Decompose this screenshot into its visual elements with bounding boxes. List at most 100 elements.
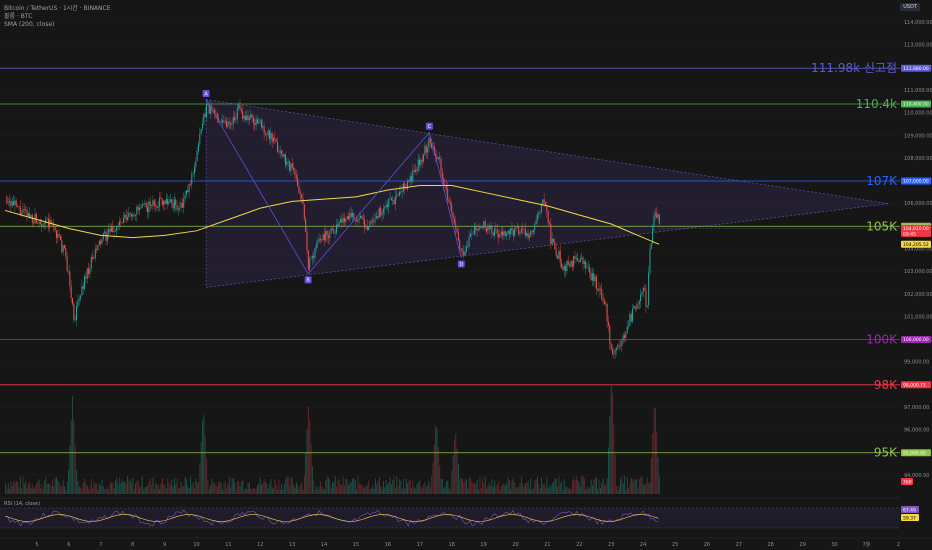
candle-body (376, 215, 378, 219)
level-labels: 111.98k 신고점 110.4k 107K 105K 100K 98K 95K (811, 61, 898, 459)
candle-body (609, 325, 611, 344)
candle-body (156, 205, 158, 208)
time-axis[interactable]: 5 6 7 8 9 10 11 12 13 14 15 16 17 18 19 20 21 22 23 24 25 26 2… (0, 537, 932, 548)
rsi-badge (901, 506, 919, 513)
volume-bar (230, 487, 232, 494)
volume-bar (14, 483, 16, 494)
volume-bar (345, 478, 347, 494)
candle-body (393, 199, 395, 204)
candle-body (441, 172, 443, 179)
candle-body (492, 233, 494, 236)
volume-bar (76, 469, 78, 494)
volume-bar (290, 477, 292, 494)
candle-body (428, 138, 430, 148)
candle-body (638, 301, 640, 305)
candle-body (445, 185, 447, 189)
volume-bar (94, 484, 96, 494)
harmonic-pattern: A B C D (202, 89, 465, 284)
volume-bar (192, 482, 194, 494)
candle-body (495, 228, 497, 230)
candle-body (427, 147, 429, 153)
candle-body (271, 132, 273, 142)
time-tick-label: 16 (385, 542, 391, 548)
candle-body (342, 217, 344, 223)
volume-bar (208, 489, 210, 494)
candle-body (419, 159, 421, 166)
candle-body (38, 221, 40, 224)
candle-body (282, 153, 284, 157)
volume-bar (62, 480, 64, 494)
candle-body (10, 200, 12, 206)
time-tick-label: 14 (321, 542, 327, 548)
candle-body (260, 120, 262, 128)
volume-bar (492, 486, 494, 494)
volume-bar (601, 482, 603, 494)
candle-body (22, 209, 24, 214)
volume-bar (456, 448, 458, 494)
volume-bar (191, 485, 193, 494)
rsi-indicator-title: RSI (14, close) (4, 501, 41, 507)
candle-body (151, 204, 153, 207)
time-tick-label: 10 (193, 542, 199, 548)
volume-bar (269, 484, 271, 494)
level-label: 105K (866, 219, 898, 233)
candle-body (527, 232, 529, 239)
volume-bar (10, 481, 12, 494)
volume-bar (440, 478, 442, 494)
candle-body (472, 233, 474, 235)
volume-bar (585, 489, 587, 494)
volume-bar (327, 477, 329, 494)
time-tick-label: 2 (897, 542, 900, 548)
candle-body (185, 190, 187, 195)
candle-body (657, 214, 659, 218)
volume-bar (475, 483, 477, 494)
candle-body (532, 230, 534, 233)
candle-body (487, 225, 489, 232)
volume-bar (301, 482, 303, 494)
volume-bar (5, 483, 7, 494)
volume-bar (159, 489, 161, 494)
volume-bar (25, 480, 27, 494)
volume-bar (452, 455, 454, 494)
volume-bar (646, 477, 648, 494)
price-tick-label: 97,000.00 (904, 405, 929, 411)
candle-body (177, 208, 179, 210)
volume-bar (123, 482, 125, 494)
candle-body (268, 130, 270, 139)
currency-badge[interactable]: USDT (900, 3, 920, 11)
volume-bar (549, 485, 551, 494)
candle-body (658, 214, 660, 224)
volume-bar (329, 480, 331, 494)
price-tick-label: 113,000.00 (904, 43, 932, 49)
rsi-ma-badge (901, 514, 919, 521)
volume-bars (5, 385, 660, 494)
volume-bar (377, 481, 379, 494)
volume-bar (294, 487, 296, 494)
volume-bar (82, 482, 84, 494)
volume-bar (416, 483, 418, 494)
candle-body (262, 125, 264, 128)
volume-bar (56, 477, 58, 494)
candle-body (337, 224, 339, 227)
volume-bar (37, 481, 39, 494)
volume-bar (325, 480, 327, 494)
candle-body (171, 199, 173, 204)
candle-body (267, 130, 269, 135)
candle-body (465, 246, 467, 252)
candle-body (479, 227, 481, 230)
volume-bar (542, 484, 544, 494)
candle-body (587, 267, 589, 268)
volume-bar (372, 485, 374, 494)
volume-bar (472, 483, 474, 494)
volume-bar (160, 483, 162, 494)
candle-body (196, 150, 198, 161)
volume-bar (293, 484, 295, 494)
volume-bar (176, 478, 178, 494)
horizontal-levels[interactable] (0, 67, 900, 454)
volume-bar (66, 481, 68, 494)
volume-bar (64, 486, 66, 494)
volume-bar (167, 478, 169, 494)
candle-body (402, 183, 404, 191)
price-axis[interactable]: 94,000.00 95,000.00 96,000.00 97,000.00 98,0… (659, 0, 932, 550)
